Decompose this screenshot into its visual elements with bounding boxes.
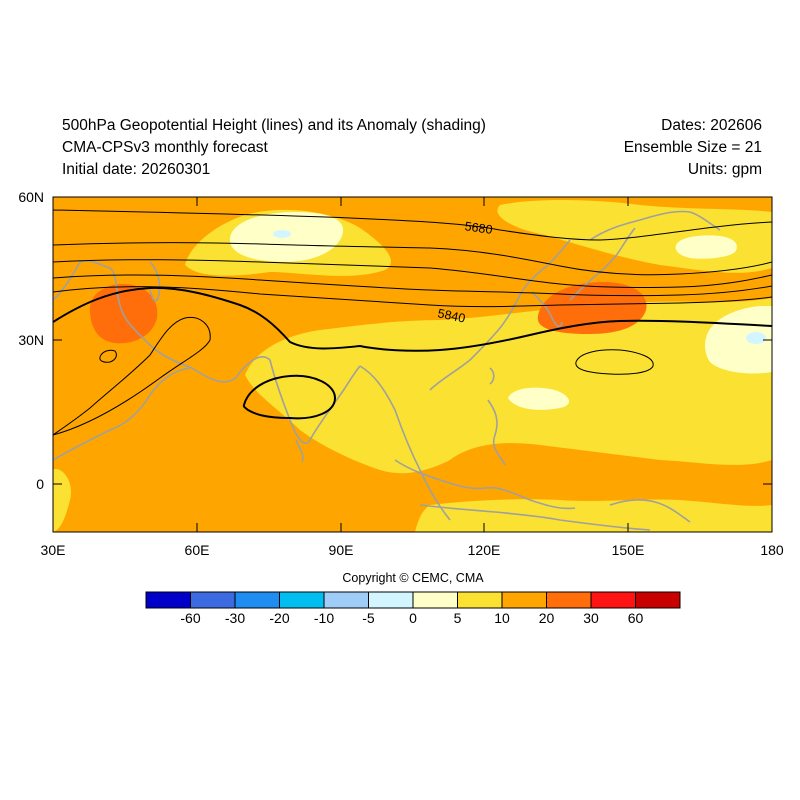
contour-line — [53, 259, 772, 289]
colorbar-label: 60 — [627, 610, 644, 626]
colorbar-label: -20 — [269, 610, 290, 626]
coast-africa-east — [53, 367, 191, 461]
coast-caspian — [149, 261, 161, 302]
contour-label-5680: 5680 — [464, 219, 494, 237]
height-contours — [53, 209, 772, 436]
tick-labels: 60N 30N 0 30E 60E 90E 120E 150E 180 — [18, 189, 784, 558]
model-name: CMA-CPSv3 monthly forecast — [62, 139, 268, 156]
contour-line-5680 — [53, 242, 772, 276]
shading-layer — [53, 197, 772, 532]
x-tick-label: 30E — [41, 542, 66, 558]
colorbar-label: 5 — [453, 610, 462, 626]
units: Units: gpm — [687, 161, 762, 178]
shading-yellow-west-strip — [53, 469, 72, 532]
x-tick-label: 150E — [612, 542, 645, 558]
contour-closed-pacific — [575, 349, 654, 375]
colorbar-swatch — [501, 591, 547, 609]
contour-closed-west — [53, 316, 211, 436]
shading-pale-yellow-south — [508, 387, 570, 410]
coast-europe-mideast — [53, 260, 193, 369]
y-tick-label: 30N — [18, 332, 44, 348]
shading-light-blue-east — [746, 332, 766, 344]
colorbar-label: 0 — [409, 610, 417, 626]
colorbar-label: 20 — [538, 610, 555, 626]
contour-closed-india — [242, 374, 337, 420]
coast-indochina — [359, 365, 451, 521]
coast-taiwan — [489, 367, 495, 385]
colorbar-swatch — [368, 591, 414, 609]
copyright: Copyright © CEMC, CMA — [342, 571, 484, 585]
contour-line — [53, 209, 772, 241]
colorbar-labels: -60 -30 -20 -10 -5 0 5 10 20 30 60 — [0, 610, 800, 630]
shading-yellow-southeast — [415, 499, 772, 532]
contour-closed-small — [99, 349, 117, 363]
x-tick-label: 60E — [185, 542, 210, 558]
ensemble-size: Ensemble Size = 21 — [623, 139, 762, 156]
coastlines — [53, 210, 721, 531]
colorbar-swatch — [546, 591, 592, 609]
axis-ticks — [52, 196, 773, 532]
coast-newguinea — [609, 499, 691, 523]
colorbar-label: 10 — [494, 610, 510, 626]
plot-frame — [52, 196, 773, 533]
contour-line-5840 — [53, 286, 772, 352]
colorbar-label: -10 — [313, 610, 335, 626]
shading-pale-yellow-ne — [675, 235, 737, 259]
coast-russia-pacific — [589, 210, 721, 241]
header-left: 500hPa Geopotential Height (lines) and i… — [62, 115, 486, 181]
contour-line — [53, 286, 772, 308]
colorbar-swatch — [234, 591, 280, 609]
coast-india — [269, 359, 361, 444]
coast-indonesia — [419, 504, 651, 531]
shading-yellow-center — [245, 298, 772, 474]
colorbar-swatch — [635, 591, 681, 609]
coast-philippines — [487, 399, 506, 466]
colorbar-swatch — [279, 591, 325, 609]
colorbar-label: -5 — [362, 610, 375, 626]
forecast-dates: Dates: 202606 — [661, 117, 762, 134]
contour-label-5840: 5840 — [436, 306, 466, 325]
colorbar-label: -60 — [180, 610, 201, 626]
y-tick-label: 60N — [18, 189, 44, 205]
colorbar-swatch — [145, 591, 191, 609]
coast-korea — [531, 291, 563, 328]
contour-labels: 5680 5840 — [436, 219, 494, 325]
colorbar-swatch — [323, 591, 369, 609]
x-tick-label: 90E — [329, 542, 354, 558]
x-tick-label: 180 — [760, 542, 784, 558]
map-title: 500hPa Geopotential Height (lines) and i… — [62, 117, 486, 134]
coast-arabia — [191, 356, 271, 383]
colorbar-label: 30 — [583, 610, 599, 626]
coast-china — [429, 239, 571, 391]
header-right: Dates: 202606 Ensemble Size = 21 Units: … — [624, 115, 762, 181]
colorbar-label: -30 — [224, 610, 246, 626]
contour-line — [53, 274, 772, 297]
x-tick-label: 120E — [468, 542, 501, 558]
colorbar-swatch — [457, 591, 503, 609]
coast-srilanka — [295, 439, 304, 463]
colorbar-swatch — [590, 591, 636, 609]
shading-light-blue-north — [273, 230, 291, 238]
colorbar-swatch — [412, 591, 458, 609]
initial-date: Initial date: 20260301 — [62, 161, 211, 178]
y-tick-label: 0 — [36, 476, 44, 492]
coast-southeast-asia — [394, 459, 576, 510]
colorbar-swatch — [190, 591, 236, 609]
colorbar — [145, 591, 681, 609]
